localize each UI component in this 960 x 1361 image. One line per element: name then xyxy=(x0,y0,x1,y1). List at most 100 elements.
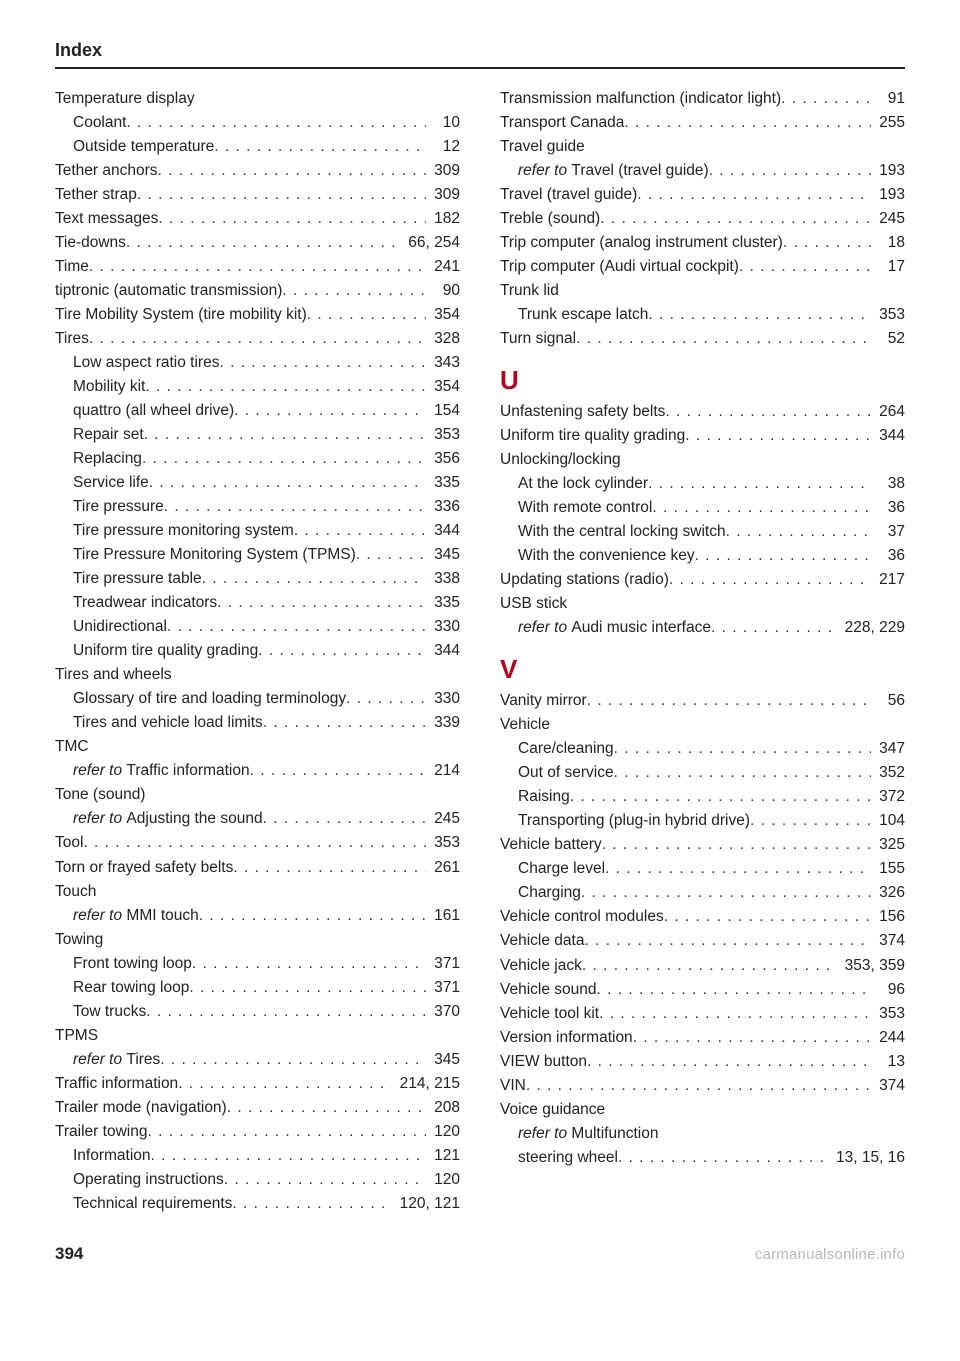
index-entry-page: 90 xyxy=(426,279,460,303)
index-entry-page: 36 xyxy=(871,496,905,520)
leader-dots xyxy=(149,471,426,495)
index-entry-page: 120 xyxy=(426,1168,460,1192)
index-entry-page: 52 xyxy=(871,327,905,351)
index-entry: Charge level155 xyxy=(500,857,905,881)
index-entry-page: 345 xyxy=(426,543,460,567)
index-entry-label: Care/cleaning xyxy=(518,737,614,761)
index-entry: Trunk escape latch353 xyxy=(500,303,905,327)
index-entry: Unfastening safety belts264 xyxy=(500,400,905,424)
index-heading: Voice guidance xyxy=(500,1098,905,1122)
index-entry-label: refer to Audi music interface xyxy=(518,616,711,640)
leader-dots xyxy=(146,1000,426,1024)
index-entry-page: 370 xyxy=(426,1000,460,1024)
index-entry-label: Unidirectional xyxy=(73,615,167,639)
index-entry-page: 335 xyxy=(426,591,460,615)
index-heading: Unlocking/locking xyxy=(500,448,905,472)
index-entry-page: 36 xyxy=(871,544,905,568)
index-entry: Uniform tire quality grading344 xyxy=(500,424,905,448)
index-entry-label: Tires xyxy=(55,327,89,351)
index-heading: Touch xyxy=(55,880,460,904)
index-entry-page: 309 xyxy=(426,159,460,183)
index-entry-page: 374 xyxy=(871,929,905,953)
index-heading: Travel guide xyxy=(500,135,905,159)
index-entry-label: Text messages xyxy=(55,207,158,231)
index-entry: Tire pressure monitoring system344 xyxy=(55,519,460,543)
index-entry-page: 371 xyxy=(426,976,460,1000)
index-entry: Text messages182 xyxy=(55,207,460,231)
leader-dots xyxy=(600,207,871,231)
index-entry: Tool353 xyxy=(55,831,460,855)
index-entry-label: Vehicle control modules xyxy=(500,905,664,929)
index-entry-label: Tool xyxy=(55,831,83,855)
index-subheading: refer to Multifunction xyxy=(500,1122,905,1146)
index-entry: Traffic information214, 215 xyxy=(55,1072,460,1096)
leader-dots xyxy=(633,1026,871,1050)
index-entry-label: Raising xyxy=(518,785,570,809)
index-entry-label: Vehicle sound xyxy=(500,978,597,1002)
index-entry-page: 347 xyxy=(871,737,905,761)
leader-dots xyxy=(652,496,871,520)
index-entry: Tow trucks370 xyxy=(55,1000,460,1024)
leader-dots xyxy=(597,978,871,1002)
index-entry-page: 336 xyxy=(426,495,460,519)
leader-dots xyxy=(142,447,426,471)
leader-dots xyxy=(602,833,871,857)
index-entry: Tie-downs66, 254 xyxy=(55,231,460,255)
index-heading: Temperature display xyxy=(55,87,460,111)
index-entry-label: Technical requirements xyxy=(73,1192,232,1216)
index-entry: Uniform tire quality grading344 xyxy=(55,639,460,663)
index-entry-page: 155 xyxy=(871,857,905,881)
index-entry-page: 56 xyxy=(871,689,905,713)
index-entry-page: 352 xyxy=(871,761,905,785)
index-entry-label: Coolant xyxy=(73,111,126,135)
leader-dots xyxy=(137,183,426,207)
index-entry-label: Tether anchors xyxy=(55,159,158,183)
leader-dots xyxy=(739,255,871,279)
index-entry-page: 338 xyxy=(426,567,460,591)
index-heading: Tires and wheels xyxy=(55,663,460,687)
index-entry-page: 309 xyxy=(426,183,460,207)
leader-dots xyxy=(695,544,871,568)
index-entry-page: 161 xyxy=(426,904,460,928)
leader-dots xyxy=(164,495,426,519)
index-entry-page: 354 xyxy=(426,303,460,327)
left-column: Temperature displayCoolant10Outside temp… xyxy=(55,87,460,1216)
leader-dots xyxy=(685,424,871,448)
index-entry: Coolant10 xyxy=(55,111,460,135)
leader-dots xyxy=(126,231,400,255)
leader-dots xyxy=(581,881,871,905)
index-entry-label: Uniform tire quality grading xyxy=(73,639,258,663)
index-entry: Version information244 xyxy=(500,1026,905,1050)
leader-dots xyxy=(614,761,871,785)
index-entry-page: 339 xyxy=(426,711,460,735)
leader-dots xyxy=(648,472,871,496)
leader-dots xyxy=(618,1146,828,1170)
index-entry-label: Travel (travel guide) xyxy=(500,183,637,207)
index-entry: Tire Pressure Monitoring System (TPMS)34… xyxy=(55,543,460,567)
leader-dots xyxy=(178,1072,391,1096)
leader-dots xyxy=(219,351,426,375)
index-page: Index Temperature displayCoolant10Outsid… xyxy=(0,0,960,1294)
index-entry-page: 335 xyxy=(426,471,460,495)
index-entry: Rear towing loop371 xyxy=(55,976,460,1000)
index-entry-page: 345 xyxy=(426,1048,460,1072)
index-entry-label: Unfastening safety belts xyxy=(500,400,665,424)
index-entry-page: 245 xyxy=(871,207,905,231)
index-entry: Travel (travel guide)193 xyxy=(500,183,905,207)
index-entry-label: Charging xyxy=(518,881,581,905)
index-entry-label: quattro (all wheel drive) xyxy=(73,399,234,423)
leader-dots xyxy=(307,303,426,327)
leader-dots xyxy=(232,1192,391,1216)
leader-dots xyxy=(584,929,871,953)
index-entry: Vehicle battery325 xyxy=(500,833,905,857)
index-entry: Tether anchors 309 xyxy=(55,159,460,183)
index-entry: Treadwear indicators335 xyxy=(55,591,460,615)
index-entry-label: Replacing xyxy=(73,447,142,471)
leader-dots xyxy=(576,327,871,351)
section-letter: U xyxy=(500,365,905,396)
index-entry: Repair set353 xyxy=(55,423,460,447)
index-entry-label: VIN xyxy=(500,1074,526,1098)
index-entry-page: 154 xyxy=(426,399,460,423)
index-entry: Tire pressure table338 xyxy=(55,567,460,591)
leader-dots xyxy=(258,639,426,663)
